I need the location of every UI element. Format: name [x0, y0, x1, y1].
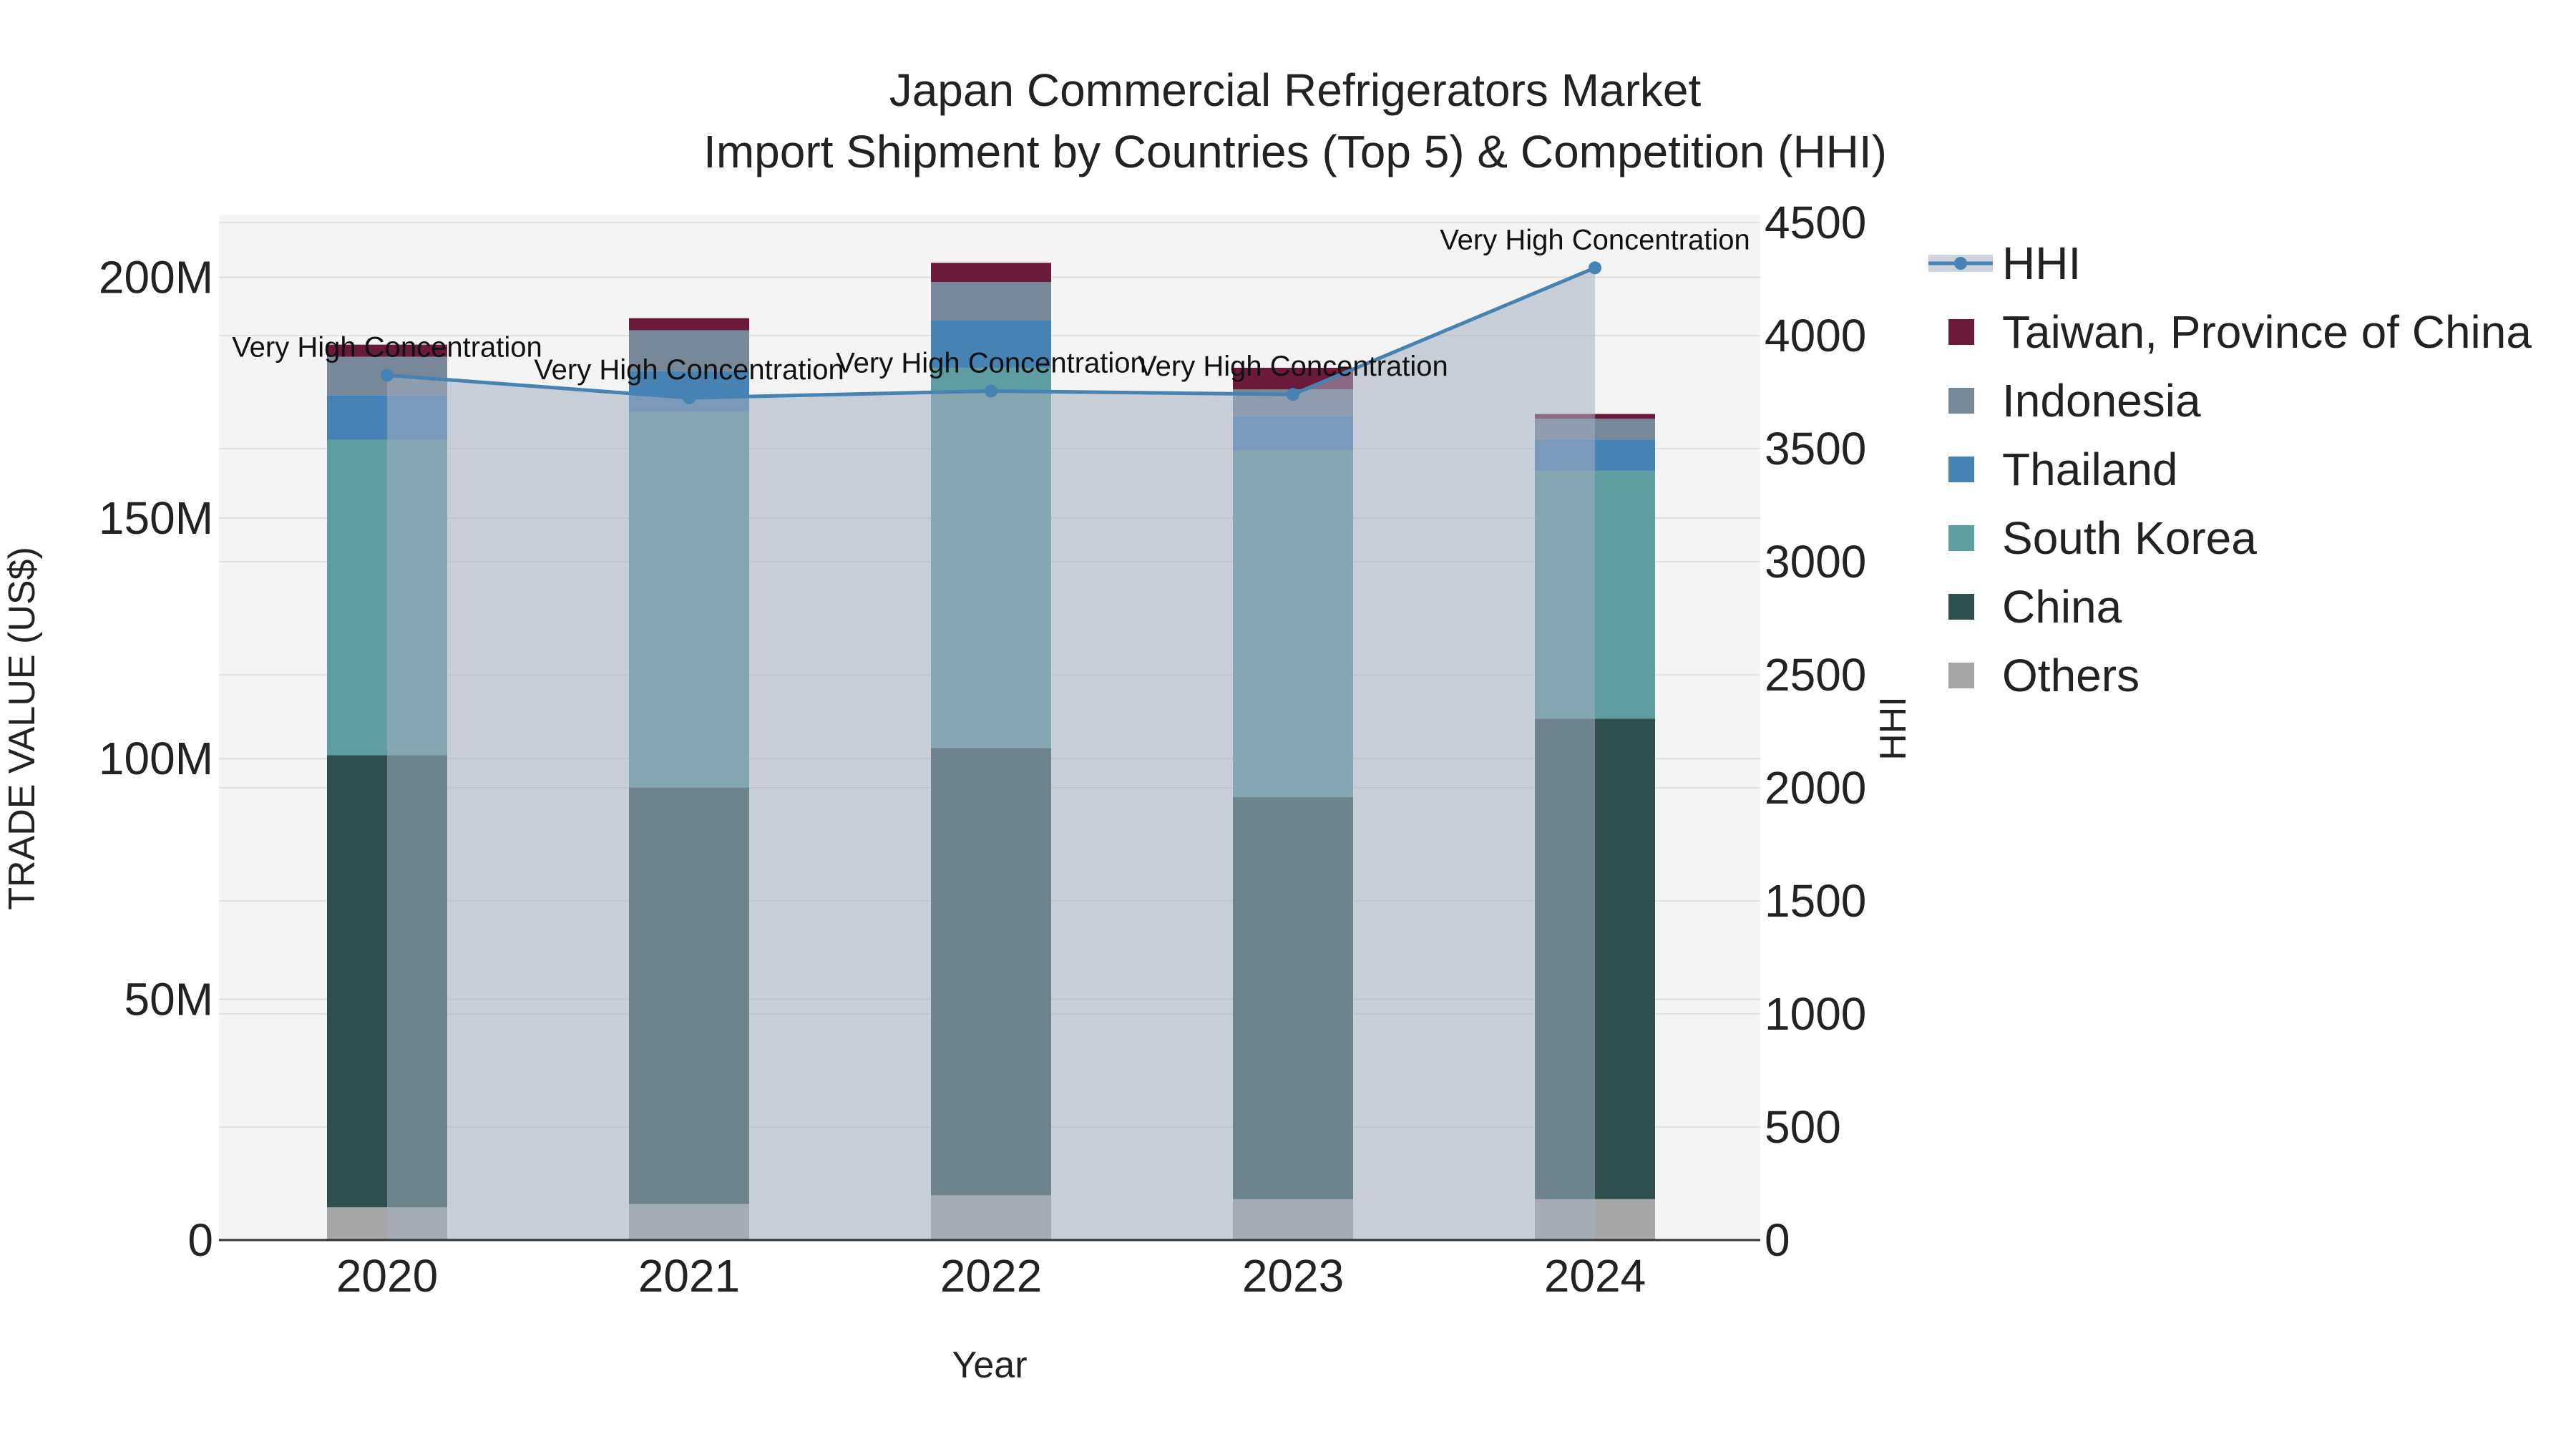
y-tick-0: 0: [187, 1214, 213, 1266]
hhi-label-2021: Very High Concentration: [534, 354, 844, 386]
y2-tick-1500: 1500: [1765, 875, 1866, 927]
y-tick-200M: 200M: [99, 251, 213, 303]
y2-tick-4500: 4500: [1765, 197, 1866, 248]
y2-tick-500: 500: [1765, 1101, 1841, 1153]
x-axis-title: Year: [952, 1345, 1027, 1386]
y2-tick-0: 0: [1765, 1214, 1790, 1266]
y2-axis-title: HHI: [1873, 696, 1914, 761]
x-tick-2021: 2021: [638, 1250, 740, 1302]
chart-title-line1: Japan Commercial Refrigerators Market: [889, 64, 1702, 116]
legend-label-south-korea: South Korea: [2002, 512, 2257, 564]
hhi-point-2021: [683, 391, 696, 404]
y2-tick-3500: 3500: [1765, 423, 1866, 474]
legend: HHI Taiwan, Province of China Indonesia Tha…: [1928, 238, 2532, 701]
y-tick-150M: 150M: [99, 492, 213, 544]
hhi-area: [387, 268, 1595, 1241]
x-tick-2022: 2022: [940, 1250, 1042, 1302]
hhi-point-2023: [1287, 388, 1299, 401]
legend-swatch-south-korea: [1948, 525, 1974, 551]
hhi-point-2024: [1589, 261, 1601, 275]
y2-tick-4000: 4000: [1765, 310, 1866, 361]
bar-taiwan-province-of-china-2020: [327, 344, 447, 357]
legend-swatch-indonesia: [1948, 388, 1974, 414]
legend-label-thailand: Thailand: [2002, 444, 2178, 495]
y-axis-title: TRADE VALUE (US$): [1, 547, 43, 910]
y2-tick-1000: 1000: [1765, 988, 1866, 1040]
legend-label-hhi: HHI: [2002, 238, 2081, 289]
legend-label-indonesia: Indonesia: [2002, 375, 2201, 426]
y-tick-100M: 100M: [99, 733, 213, 784]
legend-label-taiwan-province-of-china: Taiwan, Province of China: [2002, 306, 2532, 358]
legend-label-china: China: [2002, 581, 2122, 633]
x-tick-2023: 2023: [1242, 1250, 1344, 1302]
bar-thailand-2022: [931, 321, 1051, 368]
hhi-point-2020: [381, 369, 394, 382]
bar-indonesia-2022: [931, 282, 1051, 321]
hhi-label-2024: Very High Concentration: [1440, 224, 1750, 255]
y-tick-50M: 50M: [125, 974, 214, 1025]
bar-indonesia-2021: [629, 330, 749, 371]
x-tick-2020: 2020: [336, 1250, 438, 1302]
hhi-label-2020: Very High Concentration: [232, 331, 542, 363]
bar-taiwan-province-of-china-2021: [629, 318, 749, 331]
legend-swatch-thailand: [1948, 457, 1974, 482]
x-tick-2024: 2024: [1544, 1250, 1646, 1302]
y2-tick-3000: 3000: [1765, 536, 1866, 587]
legend-swatch-hhi-marker: [1954, 257, 1967, 270]
hhi-label-2023: Very High Concentration: [1138, 351, 1448, 382]
legend-label-others: Others: [2002, 650, 2140, 701]
legend-swatch-others: [1948, 663, 1974, 688]
hhi-label-2022: Very High Concentration: [836, 347, 1146, 379]
legend-swatch-taiwan-province-of-china: [1948, 319, 1974, 345]
legend-swatch-china: [1948, 594, 1974, 620]
hhi-point-2022: [985, 384, 997, 398]
y2-tick-2000: 2000: [1765, 762, 1866, 814]
bar-taiwan-province-of-china-2022: [931, 263, 1051, 283]
chart-title-line2: Import Shipment by Countries (Top 5) & C…: [703, 126, 1887, 177]
y2-tick-2500: 2500: [1765, 649, 1866, 701]
